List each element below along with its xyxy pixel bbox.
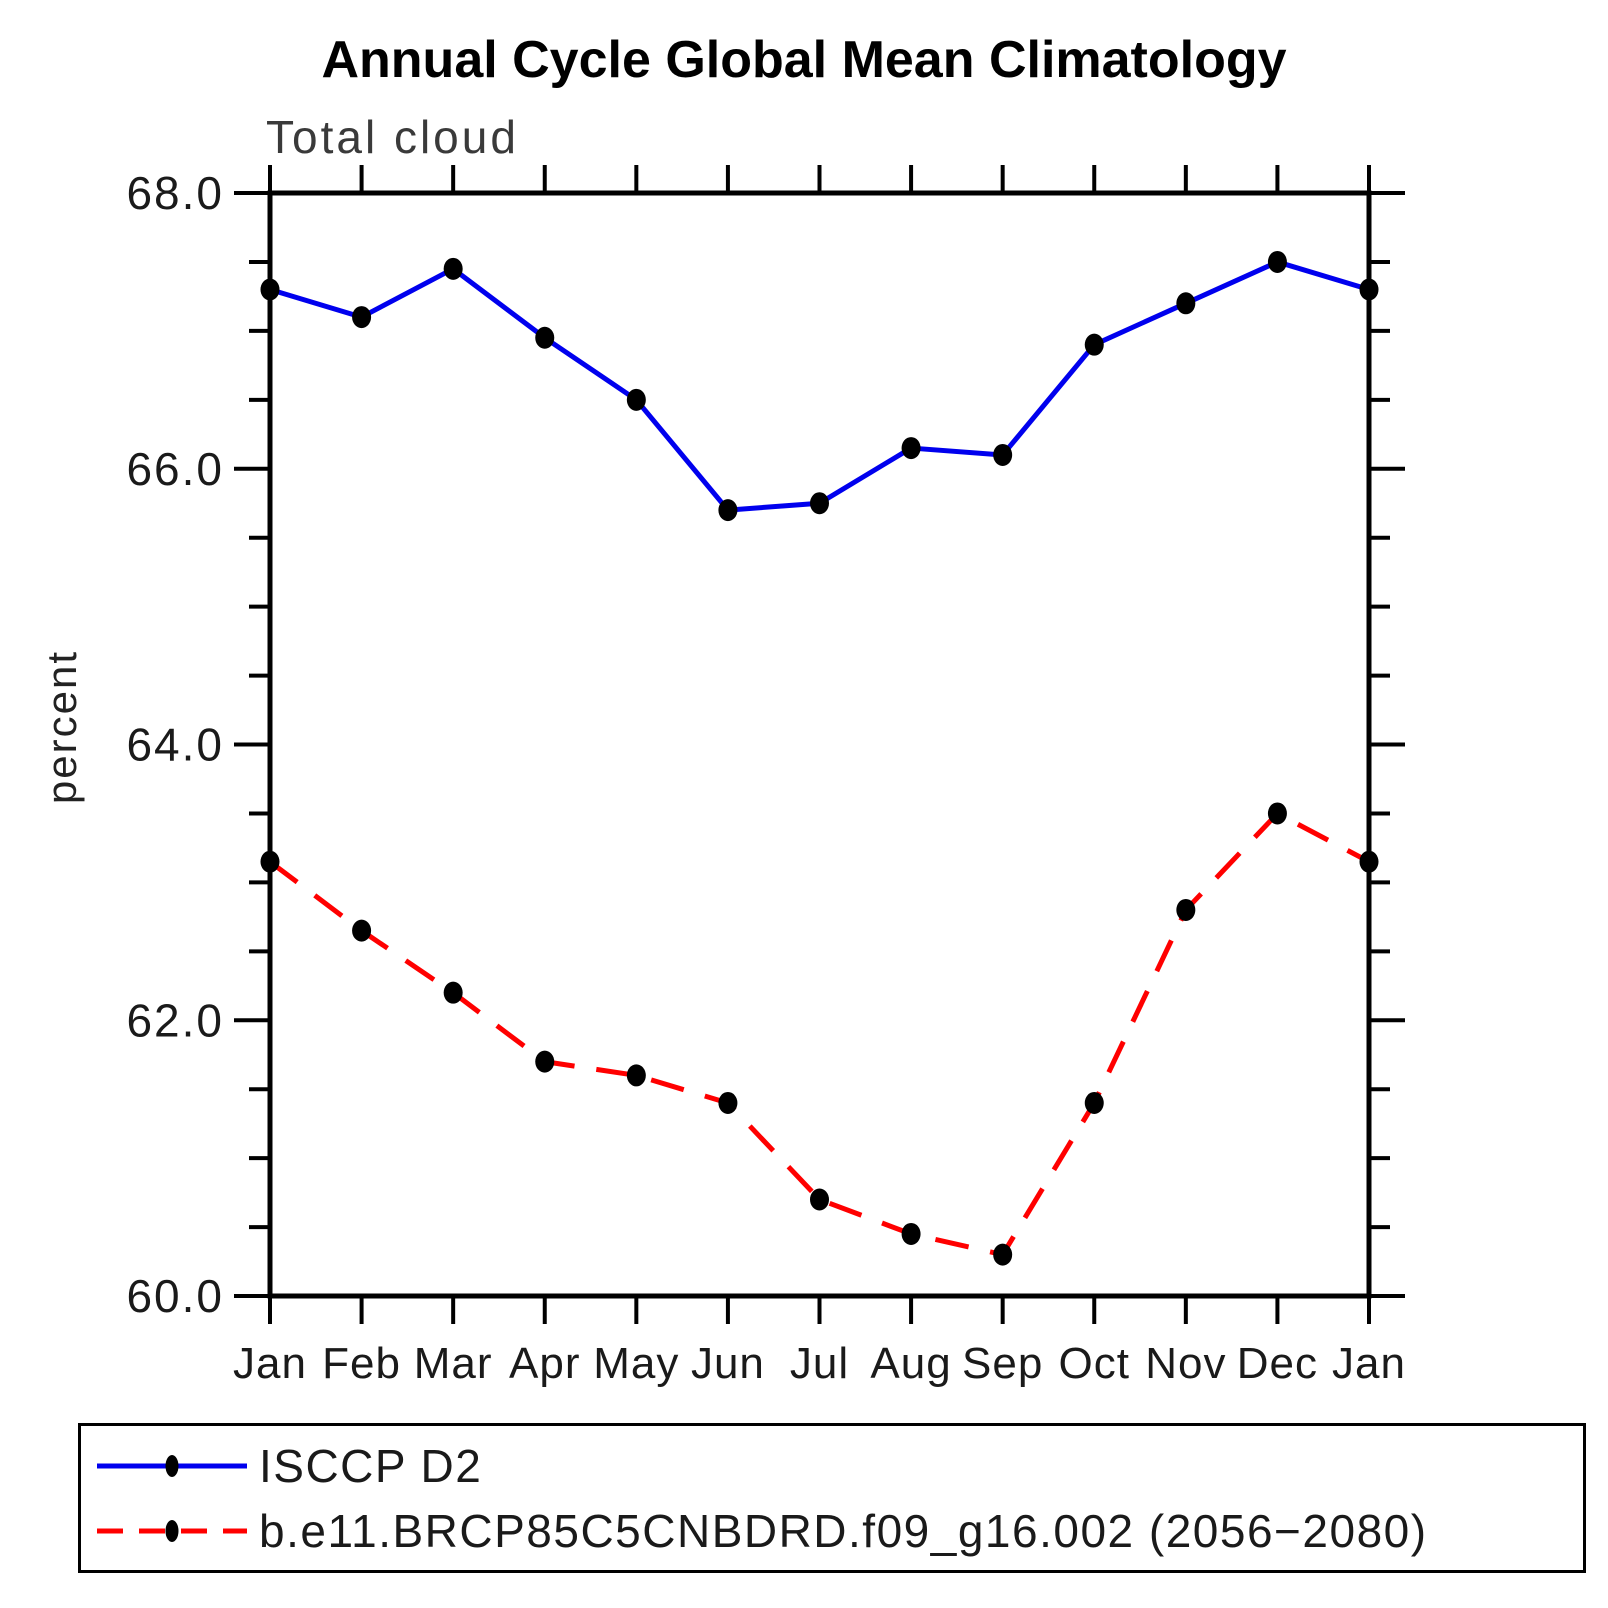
x-tick-label: Feb [322, 1339, 401, 1388]
x-tick-label: Jun [691, 1339, 765, 1388]
series-line-0 [269, 259, 1370, 513]
data-point-marker [810, 492, 829, 515]
data-point-marker [1176, 292, 1196, 315]
series-line-1 [268, 810, 1371, 1258]
y-tick-label: 62.0 [126, 994, 224, 1046]
data-point-marker [352, 306, 372, 329]
x-tick-label: Mar [414, 1339, 493, 1388]
data-point-marker [810, 1188, 829, 1211]
x-tick-label: Sep [962, 1339, 1043, 1388]
data-point-marker [1084, 1091, 1104, 1114]
x-tick-label: Apr [509, 1339, 580, 1388]
data-point-marker [626, 1064, 646, 1087]
legend-marker-dot-icon [165, 1520, 179, 1542]
y-tick-label: 66.0 [126, 443, 224, 495]
legend-item-model: b.e11.BRCP85C5CNBDRD.f09_g16.002 (2056−2… [95, 1505, 1428, 1557]
data-point-marker [1084, 333, 1104, 356]
chart-subtitle: Total cloud [266, 111, 519, 163]
x-tick-label: Jan [233, 1339, 307, 1388]
data-point-marker [993, 1243, 1013, 1266]
legend-box: ISCCP D2 b.e11.BRCP85C5CNBDRD.f09_g16.00… [78, 1423, 1586, 1573]
data-point-marker [260, 850, 280, 873]
data-point-marker [901, 1222, 921, 1245]
x-tick-label: Jul [790, 1339, 849, 1388]
x-tick-label: Oct [1059, 1339, 1130, 1388]
x-tick-label: May [593, 1339, 679, 1388]
legend-line-sample-icon [97, 1455, 247, 1477]
data-point-marker [443, 981, 463, 1004]
data-point-marker [535, 1050, 555, 1073]
data-point-marker [718, 499, 738, 522]
chart-title: Annual Cycle Global Mean Climatology [321, 31, 1287, 89]
data-point-marker [718, 1091, 738, 1114]
data-point-marker [443, 257, 463, 280]
x-tick-label: Jan [1332, 1339, 1406, 1388]
y-tick-label: 60.0 [126, 1270, 224, 1322]
data-point-marker [1267, 250, 1287, 273]
data-point-marker [1359, 278, 1379, 301]
data-point-marker [352, 919, 372, 942]
data-point-marker [1359, 850, 1379, 873]
plot-frame [267, 190, 1372, 1299]
data-point-marker [260, 278, 280, 301]
data-point-marker [626, 388, 646, 411]
y-tick-label: 64.0 [126, 719, 224, 771]
y-tick-label: 68.0 [126, 167, 224, 219]
x-tick-label: Nov [1145, 1339, 1226, 1388]
data-point-marker [535, 326, 555, 349]
legend-label: b.e11.BRCP85C5CNBDRD.f09_g16.002 (2056−2… [259, 1505, 1428, 1557]
legend-line-sample-icon [97, 1520, 247, 1542]
legend-label: ISCCP D2 [259, 1440, 483, 1492]
x-tick-label: Dec [1237, 1339, 1318, 1388]
data-point-marker [1267, 802, 1287, 825]
legend-marker-dot-icon [165, 1455, 179, 1477]
legend-item-isccp: ISCCP D2 [95, 1440, 482, 1492]
data-point-marker [901, 437, 921, 460]
data-point-marker [993, 443, 1013, 466]
x-tick-label: Aug [870, 1339, 951, 1388]
data-point-marker [1176, 898, 1196, 921]
